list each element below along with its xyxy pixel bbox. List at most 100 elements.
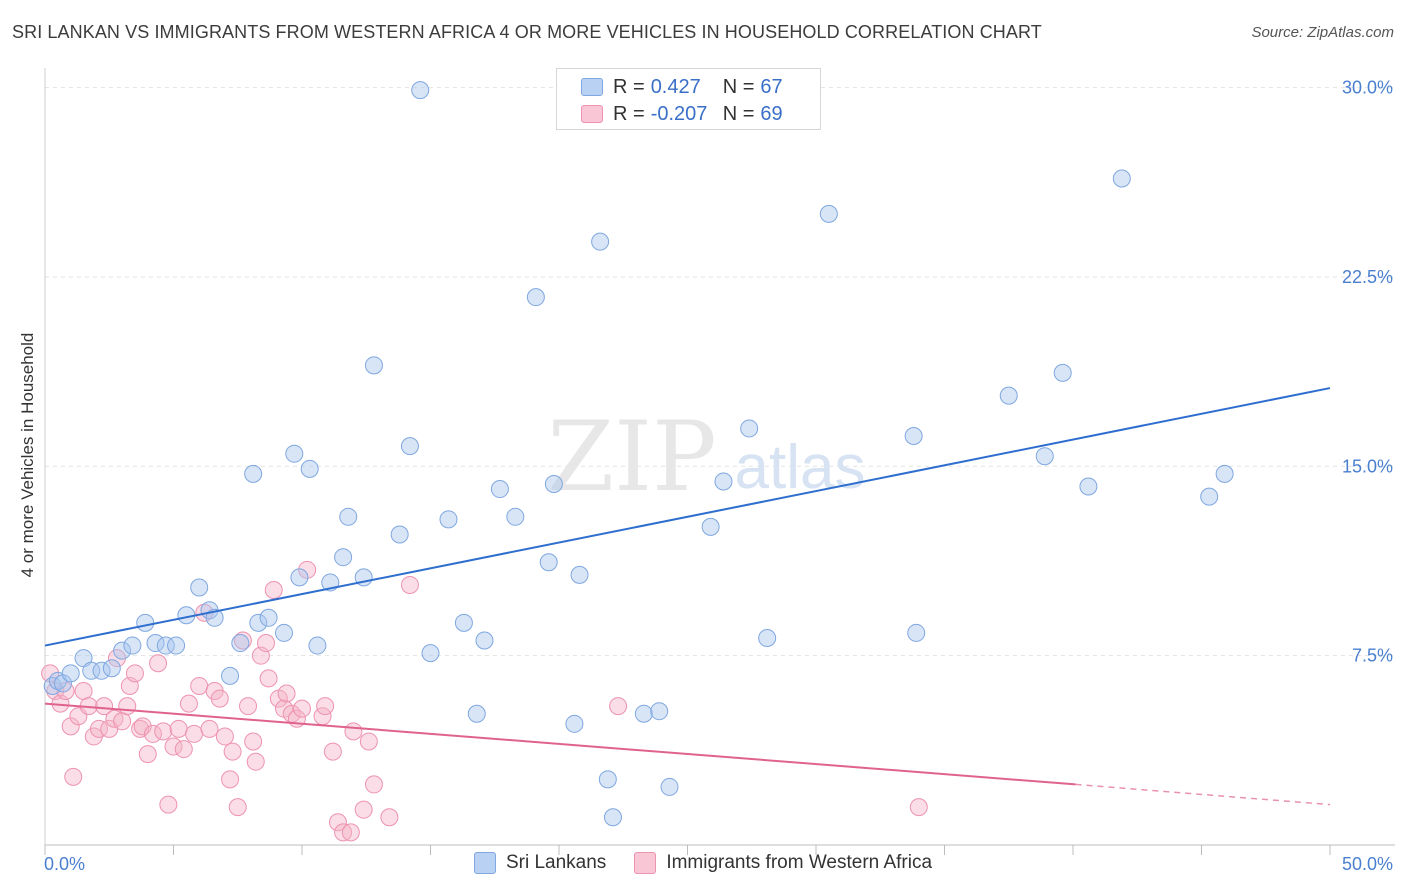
data-point-sri-lankans — [53, 674, 72, 693]
data-point-sri-lankans — [290, 568, 309, 587]
data-point-sri-lankans — [82, 661, 101, 680]
data-point-sri-lankans — [300, 459, 319, 478]
data-point-western-africa — [190, 676, 209, 695]
data-point-sri-lankans — [758, 628, 777, 647]
data-point-sri-lankans — [660, 777, 679, 796]
data-point-western-africa — [344, 722, 363, 741]
data-point-sri-lankans — [113, 641, 132, 660]
data-point-western-africa — [298, 560, 317, 579]
data-point-western-africa — [200, 719, 219, 738]
data-point-sri-lankans — [701, 517, 720, 536]
data-point-western-africa — [159, 795, 178, 814]
data-point-sri-lankans — [544, 474, 563, 493]
data-point-sri-lankans — [390, 525, 409, 544]
legend-r-value: -0.207 — [650, 102, 708, 125]
legend-row-sri-lankans: R = 0.427 N = 67 — [581, 74, 783, 100]
data-point-sri-lankans — [167, 636, 186, 655]
legend-swatch-blue — [581, 78, 603, 96]
data-point-western-africa — [328, 813, 347, 832]
data-point-sri-lankans — [1215, 464, 1234, 483]
data-point-western-africa — [61, 717, 80, 736]
data-point-sri-lankans — [123, 636, 142, 655]
data-point-sri-lankans — [205, 608, 224, 627]
data-point-sri-lankans — [565, 714, 584, 733]
data-point-sri-lankans — [1035, 447, 1054, 466]
data-point-western-africa — [74, 682, 93, 700]
data-point-western-africa — [164, 737, 183, 756]
data-point-western-africa — [221, 770, 240, 789]
data-point-sri-lankans — [526, 288, 545, 307]
data-point-western-africa — [257, 634, 276, 653]
data-point-sri-lankans — [231, 634, 250, 653]
y-tick-label: 7.5% — [1352, 646, 1393, 666]
data-point-western-africa — [154, 722, 173, 741]
y-tick-label: 15.0% — [1342, 456, 1393, 476]
legend-row-western-africa: R = -0.207 N = 69 — [581, 101, 783, 127]
data-point-sri-lankans — [819, 204, 838, 223]
legend-n-label: N = — [722, 102, 755, 125]
trend-lines — [44, 387, 1331, 806]
watermark: ZIP atlas — [547, 401, 865, 513]
data-point-western-africa — [293, 699, 311, 718]
data-point-sri-lankans — [259, 608, 278, 627]
data-point-western-africa — [95, 697, 114, 716]
axes — [44, 68, 1395, 855]
data-point-western-africa — [354, 800, 373, 819]
data-point-sri-lankans — [244, 464, 263, 483]
data-point-sri-lankans — [1079, 477, 1098, 496]
data-point-sri-lankans — [285, 444, 304, 463]
data-point-sri-lankans — [249, 613, 268, 632]
data-point-western-africa — [244, 732, 263, 751]
data-point-sri-lankans — [364, 356, 383, 375]
data-point-sri-lankans — [740, 419, 759, 438]
data-point-sri-lankans — [146, 634, 165, 653]
legend-swatch-pink — [634, 852, 657, 874]
data-point-sri-lankans — [136, 613, 155, 632]
y-tick-label: 22.5% — [1342, 267, 1393, 287]
data-point-western-africa — [179, 694, 198, 713]
legend-label-sri-lankans: Sri Lankans — [505, 852, 607, 873]
data-point-sri-lankans — [92, 661, 111, 680]
data-point-sri-lankans — [439, 510, 458, 529]
data-point-sri-lankans — [1200, 487, 1219, 506]
data-point-western-africa — [223, 742, 242, 761]
data-point-western-africa — [380, 808, 399, 827]
source-label: Source: ZipAtlas.com — [1251, 24, 1394, 41]
chart-title: SRI LANKAN VS IMMIGRANTS FROM WESTERN AF… — [12, 22, 1042, 42]
data-point-western-africa — [400, 575, 419, 594]
series-sri-lankans — [43, 81, 1234, 827]
data-point-western-africa — [89, 719, 108, 738]
data-point-western-africa — [246, 752, 265, 771]
data-point-western-africa — [149, 654, 168, 673]
data-point-sri-lankans — [400, 437, 419, 456]
data-point-sri-lankans — [490, 480, 509, 499]
data-point-sri-lankans — [467, 704, 486, 723]
data-point-western-africa — [228, 798, 247, 817]
legend-swatch-pink — [581, 105, 603, 123]
data-point-western-africa — [909, 798, 928, 817]
trend-line-western-africa — [44, 702, 1076, 786]
legend-label-western-africa: Immigrants from Western Africa — [666, 852, 933, 873]
data-point-western-africa — [64, 767, 83, 786]
y-tick-label: 30.0% — [1342, 78, 1393, 98]
grid-lines — [45, 87, 1395, 657]
data-point-western-africa — [364, 775, 383, 794]
data-point-sri-lankans — [539, 553, 558, 572]
series-legend: Sri Lankans Immigrants from Western Afri… — [0, 852, 1406, 874]
data-point-western-africa — [133, 717, 152, 736]
data-point-western-africa — [264, 581, 283, 600]
legend-r-label: R = — [613, 102, 645, 125]
legend-item-sri-lankans: Sri Lankans — [473, 852, 607, 874]
data-point-western-africa — [118, 697, 137, 716]
data-point-sri-lankans — [714, 472, 733, 491]
data-point-western-africa — [277, 684, 296, 703]
data-point-western-africa — [138, 745, 157, 764]
data-point-western-africa — [215, 727, 234, 746]
data-point-western-africa — [239, 697, 258, 716]
data-point-sri-lankans — [411, 81, 430, 100]
data-point-sri-lankans — [598, 770, 617, 789]
legend-n-label: N = — [722, 75, 755, 98]
data-point-sri-lankans — [156, 636, 175, 655]
data-point-sri-lankans — [570, 565, 589, 584]
